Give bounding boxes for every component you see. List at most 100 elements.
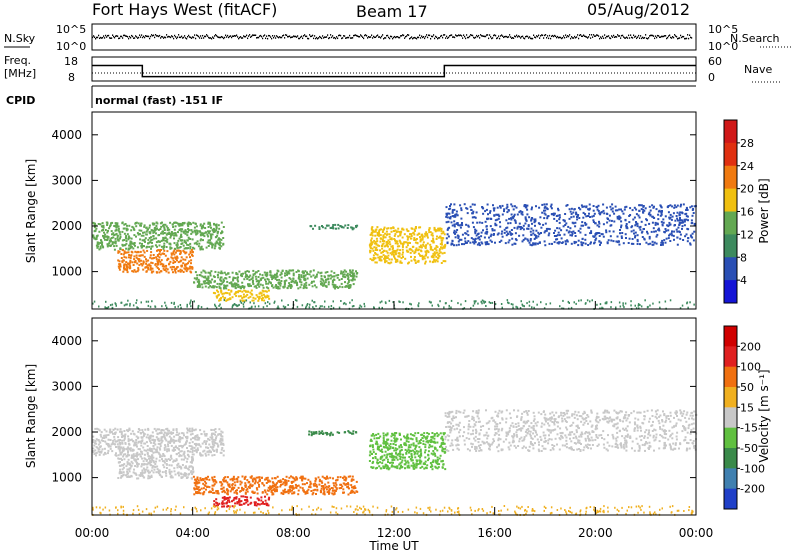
- velocity-point: [157, 438, 159, 440]
- nsky-point: [330, 34, 331, 36]
- power-point: [181, 265, 183, 267]
- power-point: [177, 231, 179, 233]
- velocity-point: [216, 443, 218, 445]
- nsky-point: [487, 34, 488, 36]
- velocity-point: [178, 448, 180, 450]
- power-point: [598, 221, 600, 223]
- power-point: [197, 230, 199, 232]
- power-point: [138, 251, 140, 253]
- power-point: [503, 210, 505, 212]
- power-point: [137, 246, 139, 248]
- velocity-point: [288, 492, 290, 494]
- power-point: [418, 249, 420, 251]
- velocity-point: [230, 479, 232, 481]
- velocity-point: [136, 466, 138, 468]
- power-point: [486, 209, 488, 211]
- station-title: Fort Hays West (fitACF): [92, 0, 277, 19]
- power-point: [540, 227, 542, 229]
- power-point: [545, 214, 547, 216]
- power-point: [557, 242, 559, 244]
- power-point: [165, 265, 167, 267]
- power-point: [537, 232, 539, 234]
- velocity-point: [175, 474, 177, 476]
- power-point: [214, 292, 216, 294]
- power-point: [574, 241, 576, 243]
- nsky-point: [283, 35, 284, 37]
- velocity-point: [177, 463, 179, 465]
- power-point: [246, 274, 248, 276]
- power-point: [134, 251, 136, 253]
- power-point: [226, 292, 228, 294]
- nsky-point: [665, 35, 666, 37]
- power-ground-point: [359, 305, 361, 307]
- nsky-point: [424, 38, 425, 40]
- nsky-point: [568, 36, 569, 38]
- power-point: [633, 230, 635, 232]
- velocity-point: [207, 438, 209, 440]
- power-point: [249, 279, 251, 281]
- power-point: [152, 268, 154, 270]
- power-point: [487, 204, 489, 206]
- power-ground-point: [693, 304, 695, 306]
- nsky-point: [632, 37, 633, 39]
- power-ground-point: [533, 301, 535, 303]
- nsky-point: [308, 38, 309, 40]
- nsky-point: [569, 34, 570, 36]
- power-point: [567, 204, 569, 206]
- power-point: [578, 207, 580, 209]
- power-ground-point: [133, 304, 135, 306]
- velocity-point: [247, 491, 249, 493]
- power-point: [157, 267, 159, 269]
- power-point: [399, 240, 401, 242]
- power-scatter: [92, 203, 697, 310]
- nsky-point: [423, 36, 424, 38]
- power-ground-point: [630, 300, 632, 302]
- power-point: [208, 245, 210, 247]
- power-ground-point: [605, 302, 607, 304]
- velocity-point: [143, 468, 145, 470]
- power-point: [173, 237, 175, 239]
- power-point: [691, 205, 693, 207]
- power-colorbar-swatch: [724, 189, 737, 212]
- power-point: [530, 231, 532, 233]
- velocity-point: [163, 466, 165, 468]
- velocity-point: [192, 441, 194, 443]
- power-point: [313, 269, 315, 271]
- power-point: [169, 233, 171, 235]
- power-point: [287, 287, 289, 289]
- power-point: [402, 246, 404, 248]
- power-point: [692, 215, 694, 217]
- power-point: [687, 237, 689, 239]
- nsky-tick-top: 10^5: [56, 23, 86, 36]
- nsky-point: [547, 35, 548, 37]
- power-point: [548, 234, 550, 236]
- power-point: [138, 261, 140, 263]
- power-point: [512, 217, 514, 219]
- power-point: [660, 244, 662, 246]
- power-colorbar-tick-label: 16: [740, 206, 754, 219]
- power-point: [594, 213, 596, 215]
- nsky-point: [430, 38, 431, 40]
- nsky-point: [184, 35, 185, 37]
- power-point: [502, 236, 504, 238]
- power-point: [187, 231, 189, 233]
- power-point: [117, 259, 119, 261]
- velocity-point: [211, 429, 213, 431]
- power-point: [209, 223, 211, 225]
- power-point: [527, 238, 529, 240]
- nsky-point: [439, 37, 440, 39]
- cpid-label: CPID: [6, 94, 35, 107]
- power-point: [172, 271, 174, 273]
- power-point: [319, 228, 321, 230]
- power-point: [424, 246, 426, 248]
- power-point: [679, 222, 681, 224]
- power-point: [644, 239, 646, 241]
- power-point: [169, 222, 171, 224]
- power-point: [373, 246, 375, 248]
- power-plot-frame: [92, 112, 696, 309]
- power-point: [202, 239, 204, 241]
- power-point: [665, 215, 667, 217]
- power-point: [296, 284, 298, 286]
- power-point: [199, 285, 201, 287]
- power-point: [691, 219, 693, 221]
